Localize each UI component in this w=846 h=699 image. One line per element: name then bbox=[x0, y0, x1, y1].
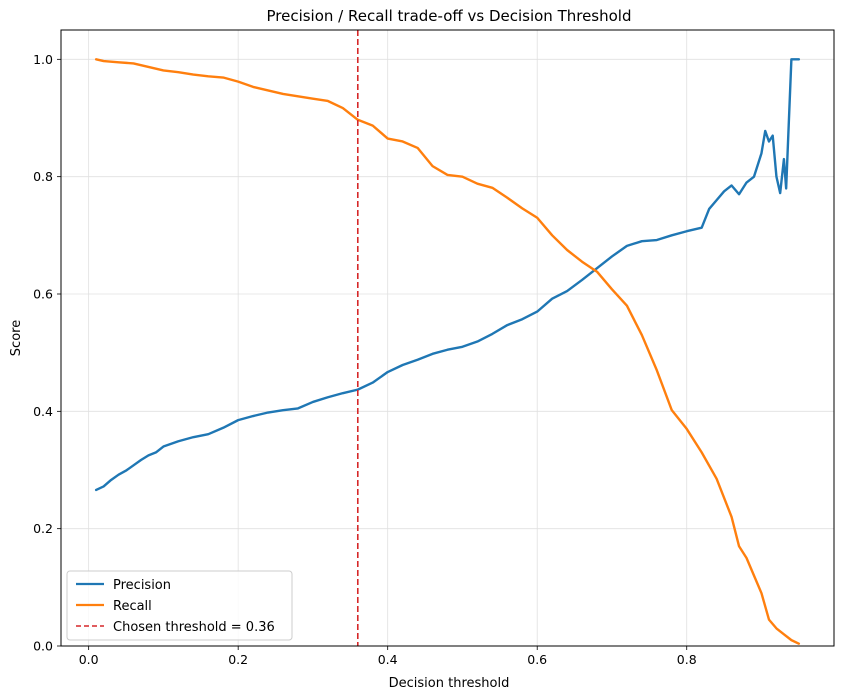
series-layer bbox=[94, 30, 801, 646]
x-tick-label: 0.6 bbox=[527, 652, 547, 667]
x-tick-label: 0.0 bbox=[79, 652, 99, 667]
x-tick-label: 0.2 bbox=[228, 652, 248, 667]
legend-label-recall: Recall bbox=[113, 599, 152, 614]
legend-label-precision: Precision bbox=[113, 578, 171, 593]
y-tick-label: 0.4 bbox=[33, 404, 53, 419]
y-tick-label: 1.0 bbox=[33, 52, 53, 67]
series-line-recall bbox=[94, 58, 801, 645]
chart-title: Precision / Recall trade-off vs Decision… bbox=[266, 7, 631, 25]
x-axis-label: Decision threshold bbox=[389, 676, 510, 691]
y-tick-label: 0.2 bbox=[33, 521, 53, 536]
y-axis-label: Score bbox=[9, 320, 24, 356]
plot-frame bbox=[60, 29, 835, 647]
chart-legend: Precision Recall Chosen threshold = 0.36 bbox=[66, 570, 293, 641]
legend-box bbox=[66, 570, 293, 641]
legend-label-threshold: Chosen threshold = 0.36 bbox=[113, 620, 275, 635]
y-axis-ticks: 0.0 0.2 0.4 0.6 0.8 1.0 bbox=[33, 52, 61, 654]
y-tick-label: 0.0 bbox=[33, 639, 53, 654]
y-tick-label: 0.8 bbox=[33, 169, 53, 184]
x-axis-ticks: 0.0 0.2 0.4 0.6 0.8 bbox=[79, 646, 697, 667]
x-tick-label: 0.4 bbox=[378, 652, 398, 667]
y-tick-label: 0.6 bbox=[33, 287, 53, 302]
series-line-precision bbox=[94, 58, 801, 492]
x-tick-label: 0.8 bbox=[677, 652, 697, 667]
grid-lines bbox=[61, 30, 834, 647]
plot-series-group bbox=[94, 30, 801, 646]
